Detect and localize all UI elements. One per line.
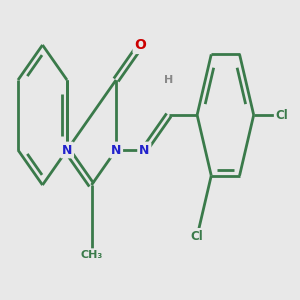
Text: H: H — [164, 75, 173, 85]
Text: Cl: Cl — [276, 109, 288, 122]
Text: O: O — [135, 38, 146, 52]
Text: N: N — [111, 143, 121, 157]
Text: N: N — [139, 143, 149, 157]
Text: N: N — [62, 143, 72, 157]
Text: Cl: Cl — [191, 230, 203, 243]
Text: CH₃: CH₃ — [80, 250, 103, 260]
